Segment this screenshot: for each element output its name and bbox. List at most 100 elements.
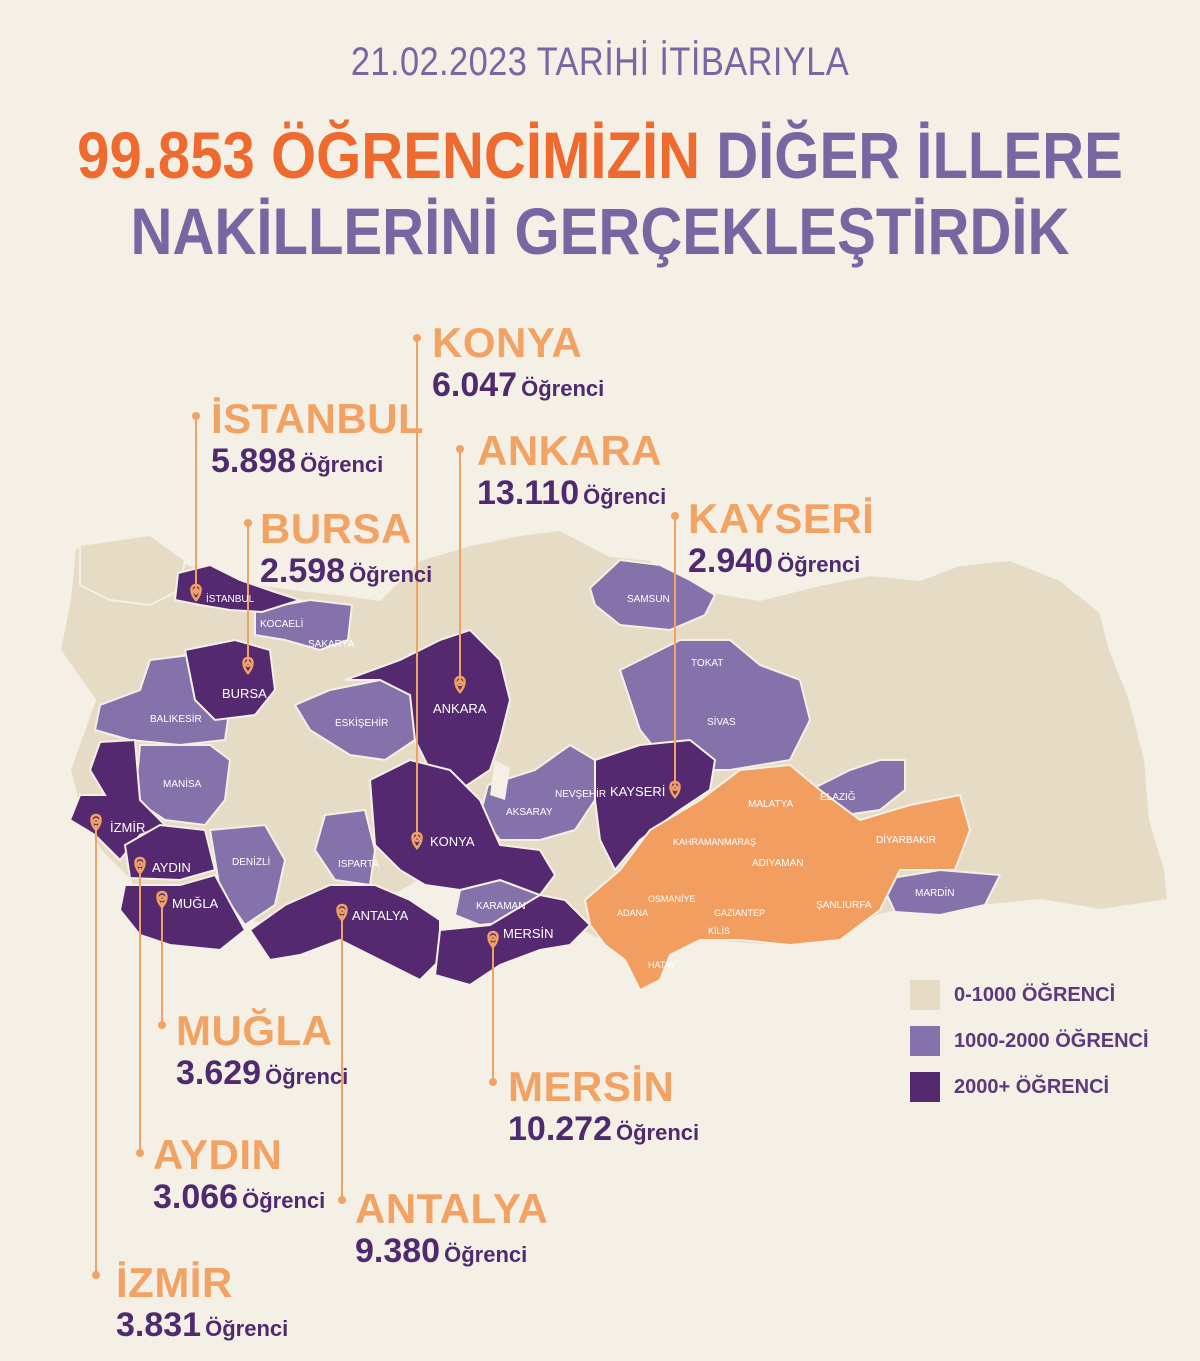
callout-unit: Öğrenci: [265, 1064, 349, 1089]
region-samsun: [588, 558, 717, 632]
headline-line-2: NAKİLLERİNİ GERÇEKLEŞTİRDİK: [130, 194, 1070, 268]
callout-bursa: BURSA 2.598 Öğrenci: [260, 505, 432, 589]
province-label: KİLİS: [708, 926, 730, 936]
pin-icon-aydin: [134, 856, 146, 875]
province-label: ELAZIĞ: [820, 790, 856, 803]
headline-line-1: 99.853 ÖĞRENCİMİZİN DİĞER İLLERE: [72, 122, 1128, 188]
province-label: İSTANBUL: [206, 592, 255, 605]
province-label: ADIYAMAN: [752, 858, 804, 869]
pin-icon-mugla: [156, 890, 168, 909]
callout-count: 13.110: [477, 474, 580, 512]
callout-city: KAYSERİ: [688, 495, 875, 542]
legend-item-low: 0-1000 ÖĞRENCİ: [910, 972, 1149, 1018]
province-label: ESKİŞEHİR: [335, 716, 388, 729]
province-label: MARDİN: [915, 886, 954, 899]
province-label: BURSA: [222, 686, 267, 701]
leader-lines: [95, 338, 676, 1275]
province-label: MERSİN: [503, 926, 554, 941]
lake-tuz: [490, 760, 510, 800]
callout-count: 5.898: [211, 442, 297, 480]
callout-count: 10.272: [508, 1110, 612, 1148]
province-label: ANKARA: [433, 701, 487, 716]
province-label: BALIKESİR: [150, 712, 202, 725]
legend-swatch: [910, 1072, 940, 1102]
province-label: KAHRAMANMARAŞ: [673, 837, 756, 847]
pin-icon-istanbul: [190, 583, 202, 602]
pin-icon-izmir: [90, 813, 102, 832]
province-label: AYDIN: [152, 860, 191, 875]
callout-city: ANKARA: [477, 427, 662, 474]
callout-city: MUĞLA: [176, 1007, 333, 1054]
legend-item-mid: 1000-2000 ÖĞRENCİ: [910, 1018, 1149, 1064]
callout-city: BURSA: [260, 505, 412, 552]
headline-rest: DİĞER İLLERE: [716, 118, 1123, 192]
pin-icon-bursa: [242, 656, 254, 675]
callout-count: 2.940: [688, 542, 774, 580]
pin-icon-antalya: [336, 903, 348, 922]
callout-unit: Öğrenci: [242, 1188, 326, 1213]
region-mugla: [118, 873, 247, 952]
province-label: DİYARBAKIR: [876, 833, 936, 846]
province-label: OSMANİYE: [648, 894, 696, 904]
callout-unit: Öğrenci: [444, 1242, 528, 1267]
legend-label: 2000+ ÖĞRENCİ: [954, 1075, 1110, 1098]
province-label: KAYSERİ: [610, 784, 665, 799]
callout-city: MERSİN: [508, 1063, 675, 1110]
callout-ankara: ANKARA 13.110 Öğrenci: [477, 427, 667, 512]
callout-city: ANTALYA: [355, 1185, 549, 1232]
callout-konya: KONYA 6.047 Öğrenci: [432, 319, 604, 404]
callout-count: 9.380: [355, 1232, 441, 1270]
callout-unit: Öğrenci: [583, 484, 667, 509]
callout-city: KONYA: [432, 319, 583, 366]
callout-city: AYDIN: [153, 1131, 283, 1178]
province-label: SAKARYA: [308, 639, 355, 650]
province-label: SAMSUN: [627, 594, 670, 605]
leader-dot-antalya: [338, 1196, 346, 1204]
pin-icon-ankara: [454, 675, 466, 694]
leader-dots: [92, 334, 679, 1279]
province-labels: İSTANBUL KOCAELİ SAKARYA BURSA BALIKESİR…: [110, 592, 954, 970]
leader-dot-ankara: [456, 445, 464, 453]
province-label: KARAMAN: [476, 901, 525, 912]
students-word: ÖĞRENCİMİZİN: [270, 118, 701, 192]
leader-dot-izmir: [92, 1271, 100, 1279]
region-ankara: [344, 628, 512, 792]
callout-count: 6.047: [432, 366, 518, 404]
region-earthquake: [583, 763, 972, 992]
region-kayseri: [594, 738, 717, 872]
callout-count: 3.629: [176, 1054, 262, 1092]
callout-city: İSTANBUL: [211, 395, 425, 442]
province-label: GAZİANTEP: [714, 908, 765, 918]
province-label: KONYA: [430, 834, 475, 849]
legend: 0-1000 ÖĞRENCİ 1000-2000 ÖĞRENCİ 2000+ Ö…: [910, 972, 1149, 1110]
province-label: MUĞLA: [172, 896, 219, 911]
leader-dot-konya: [413, 334, 421, 342]
legend-swatch: [910, 980, 940, 1010]
province-label: HATAY: [648, 960, 676, 970]
callout-unit: Öğrenci: [777, 552, 861, 577]
region-kocaeli-sakarya: [254, 598, 354, 652]
callout-antalya: ANTALYA 9.380 Öğrenci: [355, 1185, 549, 1270]
callout-unit: Öğrenci: [205, 1316, 289, 1341]
province-label: DENİZLİ: [232, 855, 270, 868]
leader-dot-istanbul: [192, 412, 200, 420]
pin-icon-mersin: [487, 930, 499, 949]
leader-dot-kayseri: [671, 512, 679, 520]
province-label: ANTALYA: [352, 908, 409, 923]
region-thrace: [79, 533, 187, 607]
region-mersin: [433, 893, 592, 987]
province-label: ISPARTA: [338, 859, 379, 870]
province-label: MANİSA: [163, 777, 202, 790]
leader-dot-bursa: [244, 519, 252, 527]
leader-dot-mersin: [489, 1078, 497, 1086]
total-count: 99.853: [77, 118, 255, 192]
callout-kayseri: KAYSERİ 2.940 Öğrenci: [688, 495, 875, 580]
province-label: TOKAT: [691, 658, 723, 669]
callout-istanbul: İSTANBUL 5.898 Öğrenci: [211, 395, 425, 480]
date-subtitle: 21.02.2023 TARİHİ İTİBARIYLA: [350, 40, 850, 84]
callout-mersin: MERSİN 10.272 Öğrenci: [508, 1063, 699, 1148]
legend-item-high: 2000+ ÖĞRENCİ: [910, 1064, 1149, 1110]
legend-label: 0-1000 ÖĞRENCİ: [954, 983, 1116, 1006]
legend-label: 1000-2000 ÖĞRENCİ: [954, 1029, 1149, 1052]
